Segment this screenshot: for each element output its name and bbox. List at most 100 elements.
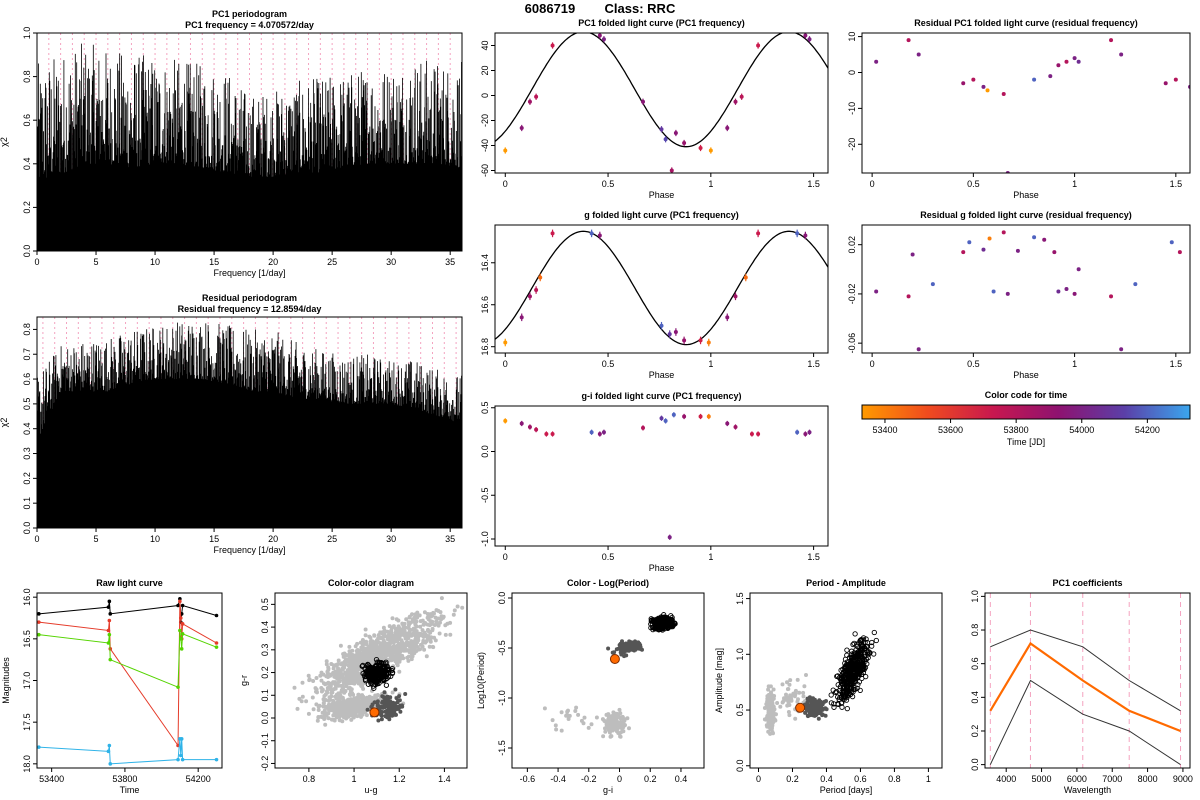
gi_folded-panel: g-i folded light curve (PC1 frequency) 0 0…	[480, 391, 829, 573]
data-point	[1072, 56, 1077, 61]
series-point-i	[106, 749, 111, 754]
residual_pc1-panel: Residual PC1 folded light curve (residua…	[847, 18, 1191, 200]
y-tick-label: 18.0	[22, 755, 32, 773]
x-tick-label: 7000	[1102, 774, 1122, 784]
y-tick-label: 16.5	[22, 630, 32, 648]
data-point	[1064, 287, 1069, 291]
x-tick-label: 25	[327, 257, 337, 267]
data-point	[550, 43, 555, 48]
y-tick-label: 0.0	[735, 760, 745, 773]
data-point	[597, 432, 602, 436]
class-label: Class: RRC	[604, 1, 676, 16]
x-tick-label: 0.5	[602, 552, 615, 562]
scatter-cloud	[292, 596, 465, 716]
data-point	[1119, 52, 1124, 57]
data-point	[725, 315, 730, 320]
data-point	[733, 99, 738, 104]
series-line-coefficient	[989, 641, 1181, 733]
chart-title: Residual periodogram	[202, 293, 297, 303]
x-tick-label: 10	[150, 257, 160, 267]
highlight-star	[369, 707, 380, 718]
data-point	[673, 330, 678, 335]
data-point	[725, 126, 730, 130]
y-tick-label: 0.4	[970, 691, 980, 704]
x-tick-label: 5	[94, 534, 99, 544]
data-point	[503, 340, 508, 345]
y-tick-label: 0.2	[22, 472, 32, 485]
x-tick-label: 8000	[1138, 774, 1158, 784]
data-point	[807, 37, 812, 42]
series-point-u	[176, 603, 180, 608]
y-tick-label: 0.0	[22, 245, 32, 258]
plot-area	[495, 33, 828, 173]
data-point	[534, 427, 539, 432]
series-point-u	[107, 599, 112, 604]
data-point	[503, 148, 508, 153]
y-tick-label: 0.0	[497, 592, 507, 605]
y-axis-label: χ2	[0, 418, 9, 428]
x-axis-label: Phase	[649, 190, 675, 200]
x-tick-label: 0.5	[967, 359, 980, 369]
data-point	[663, 418, 668, 423]
residual_g-panel: Residual g folded light curve (residual …	[847, 210, 1191, 380]
x-axis-label: Phase	[649, 563, 675, 573]
x-tick-label: 5000	[1032, 774, 1052, 784]
y-axis-label: χ2	[0, 137, 9, 147]
scatter-cloud	[762, 684, 778, 736]
data-point	[961, 250, 966, 255]
x-tick-label: 30	[386, 534, 396, 544]
data-point	[589, 231, 594, 236]
x-axis-label: Phase	[1013, 190, 1039, 200]
series-line-lower	[989, 679, 1181, 766]
x-tick-label: 0	[34, 534, 39, 544]
highlight-star	[795, 702, 806, 713]
y-tick-label: 0.4	[22, 422, 32, 435]
chart-title: Color-color diagram	[328, 578, 414, 588]
data-point	[910, 252, 915, 257]
series-point-r	[106, 641, 111, 645]
data-point	[1173, 77, 1178, 82]
scatter-cloud	[602, 707, 631, 739]
x-tick-label: 0	[870, 359, 875, 369]
data-point	[1076, 267, 1081, 272]
y-tick-label: 40	[480, 40, 490, 50]
data-point	[756, 432, 761, 436]
x-tick-label: 0	[34, 257, 39, 267]
data-point	[544, 432, 549, 436]
x-tick-label: 1	[1072, 359, 1077, 369]
y-tick-label: 20	[480, 65, 490, 75]
data-point	[1001, 230, 1006, 235]
y-tick-label: 0	[847, 70, 857, 75]
chart-title: Raw light curve	[96, 578, 163, 588]
data-point	[706, 414, 711, 419]
data-point	[527, 99, 532, 104]
data-point	[1052, 250, 1057, 255]
data-point	[534, 94, 539, 99]
y-tick-label: 1.0	[970, 590, 980, 603]
plot-area	[503, 412, 812, 540]
x-tick-label: 30	[386, 257, 396, 267]
x-tick-label: 6000	[1067, 774, 1087, 784]
scatter-cloud	[542, 705, 611, 739]
plot-area	[762, 629, 879, 736]
colorbar-tick-label: 53600	[938, 425, 963, 435]
x-tick-label: 1.5	[807, 179, 820, 189]
series-point-i	[37, 745, 41, 749]
series-point-r	[178, 628, 182, 633]
raw_lc-panel: Raw light curve 53400 53800 54200 16.0 16.5 17…	[1, 578, 223, 795]
chart-subtitle: Residual frequency = 12.8594/day	[178, 304, 322, 314]
series-point-g	[178, 616, 183, 620]
plot-area	[37, 33, 462, 251]
series-point-r	[108, 657, 113, 662]
data-point	[534, 288, 539, 293]
x-tick-label: 0.8	[888, 774, 901, 784]
data-point	[1042, 237, 1047, 242]
x-axis-label: g-i	[603, 785, 613, 795]
x-tick-label: 1	[926, 774, 931, 784]
data-point	[641, 425, 645, 430]
y-tick-label: 0.5	[735, 704, 745, 717]
plot-area	[495, 229, 828, 347]
series-point-u	[37, 612, 41, 616]
data-point	[538, 275, 543, 280]
